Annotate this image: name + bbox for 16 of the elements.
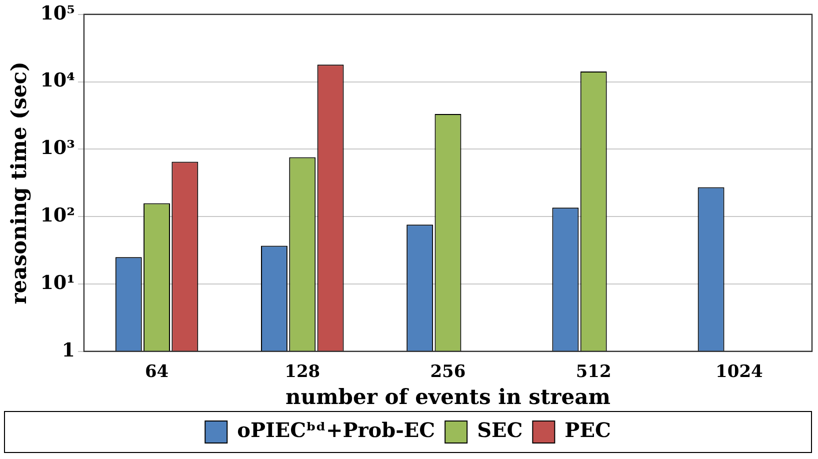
x-tick-label: 128 [284, 362, 320, 382]
legend-label: PEC [564, 418, 611, 442]
x-tick-label: 512 [576, 362, 612, 382]
y-tick-label: 10³ [40, 137, 75, 160]
y-tick-label: 10⁵ [40, 2, 75, 24]
legend-label: SEC [477, 418, 523, 442]
y-tick-label: 10¹ [40, 272, 75, 294]
x-tick-label: 1024 [716, 362, 764, 382]
x-axis-title: number of events in stream [286, 384, 610, 409]
y-tick-label: 10⁴ [40, 70, 75, 92]
y-tick-label: 10² [40, 204, 75, 227]
x-tick-label: 64 [144, 362, 169, 382]
x-tick-label: 256 [430, 362, 466, 382]
y-tick-label: 1 [62, 339, 75, 362]
y-axis-title: reasoning time (sec) [6, 62, 32, 304]
legend-label: oPIECᵇᵈ+Prob-EC [237, 418, 436, 442]
